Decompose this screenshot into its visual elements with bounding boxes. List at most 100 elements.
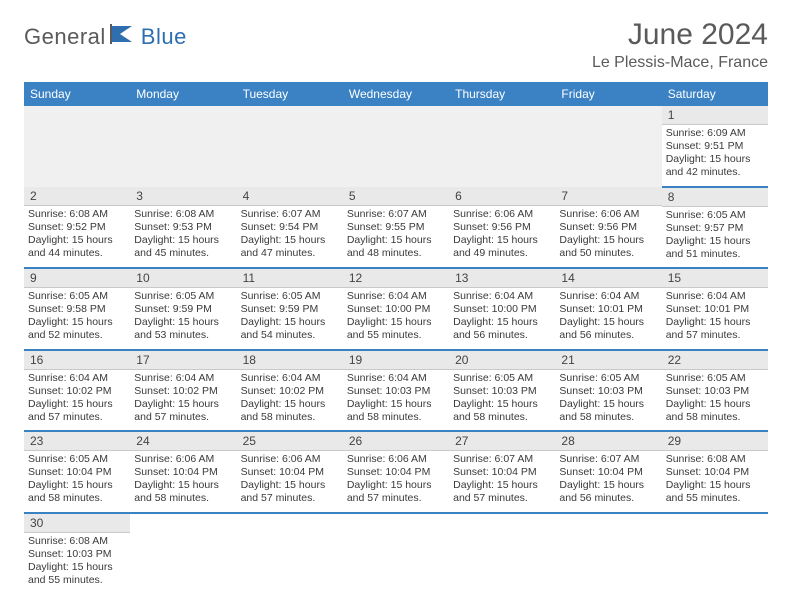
calendar-empty-cell bbox=[662, 513, 768, 594]
sunrise-text: Sunrise: 6:06 AM bbox=[453, 208, 551, 221]
weekday-header: Wednesday bbox=[343, 82, 449, 106]
sunrise-text: Sunrise: 6:07 AM bbox=[453, 453, 551, 466]
day-number: 18 bbox=[237, 351, 343, 370]
sunset-text: Sunset: 9:53 PM bbox=[134, 221, 232, 234]
calendar-day-cell: 23Sunrise: 6:05 AMSunset: 10:04 PMDaylig… bbox=[24, 431, 130, 513]
sunset-text: Sunset: 10:04 PM bbox=[241, 466, 339, 479]
day-number: 1 bbox=[662, 106, 768, 125]
daylight-text: Daylight: 15 hours and 58 minutes. bbox=[453, 398, 551, 424]
sunset-text: Sunset: 10:03 PM bbox=[347, 385, 445, 398]
day-number: 4 bbox=[237, 187, 343, 206]
sunrise-text: Sunrise: 6:08 AM bbox=[134, 208, 232, 221]
daylight-text: Daylight: 15 hours and 58 minutes. bbox=[559, 398, 657, 424]
day-number: 13 bbox=[449, 269, 555, 288]
daylight-text: Daylight: 15 hours and 57 minutes. bbox=[347, 479, 445, 505]
daylight-text: Daylight: 15 hours and 42 minutes. bbox=[666, 153, 764, 179]
sunset-text: Sunset: 9:51 PM bbox=[666, 140, 764, 153]
calendar-empty-cell bbox=[237, 106, 343, 187]
day-number: 20 bbox=[449, 351, 555, 370]
calendar-day-cell: 27Sunrise: 6:07 AMSunset: 10:04 PMDaylig… bbox=[449, 431, 555, 513]
sunset-text: Sunset: 10:03 PM bbox=[28, 548, 126, 561]
daylight-text: Daylight: 15 hours and 58 minutes. bbox=[666, 398, 764, 424]
day-number: 26 bbox=[343, 432, 449, 451]
daylight-text: Daylight: 15 hours and 47 minutes. bbox=[241, 234, 339, 260]
sunrise-text: Sunrise: 6:04 AM bbox=[347, 372, 445, 385]
title-block: June 2024 Le Plessis-Mace, France bbox=[592, 18, 768, 72]
sunset-text: Sunset: 10:04 PM bbox=[559, 466, 657, 479]
calendar-day-cell: 22Sunrise: 6:05 AMSunset: 10:03 PMDaylig… bbox=[662, 350, 768, 432]
title-location: Le Plessis-Mace, France bbox=[592, 54, 768, 72]
calendar-empty-cell bbox=[24, 106, 130, 187]
sunrise-text: Sunrise: 6:04 AM bbox=[666, 290, 764, 303]
calendar-day-cell: 3Sunrise: 6:08 AMSunset: 9:53 PMDaylight… bbox=[130, 187, 236, 269]
sunrise-text: Sunrise: 6:04 AM bbox=[28, 372, 126, 385]
day-number: 19 bbox=[343, 351, 449, 370]
sunrise-text: Sunrise: 6:08 AM bbox=[28, 208, 126, 221]
sunrise-text: Sunrise: 6:05 AM bbox=[559, 372, 657, 385]
brand-part2: Blue bbox=[141, 24, 187, 50]
calendar-day-cell: 11Sunrise: 6:05 AMSunset: 9:59 PMDayligh… bbox=[237, 268, 343, 350]
sunset-text: Sunset: 10:04 PM bbox=[666, 466, 764, 479]
calendar-week-row: 23Sunrise: 6:05 AMSunset: 10:04 PMDaylig… bbox=[24, 431, 768, 513]
calendar-body: 1Sunrise: 6:09 AMSunset: 9:51 PMDaylight… bbox=[24, 106, 768, 593]
calendar-empty-cell bbox=[555, 513, 661, 594]
calendar-day-cell: 18Sunrise: 6:04 AMSunset: 10:02 PMDaylig… bbox=[237, 350, 343, 432]
daylight-text: Daylight: 15 hours and 54 minutes. bbox=[241, 316, 339, 342]
flag-icon bbox=[110, 24, 138, 44]
calendar-day-cell: 29Sunrise: 6:08 AMSunset: 10:04 PMDaylig… bbox=[662, 431, 768, 513]
sunset-text: Sunset: 9:54 PM bbox=[241, 221, 339, 234]
daylight-text: Daylight: 15 hours and 57 minutes. bbox=[453, 479, 551, 505]
day-number: 22 bbox=[662, 351, 768, 370]
day-number: 29 bbox=[662, 432, 768, 451]
calendar-day-cell: 12Sunrise: 6:04 AMSunset: 10:00 PMDaylig… bbox=[343, 268, 449, 350]
day-number: 16 bbox=[24, 351, 130, 370]
sunset-text: Sunset: 9:55 PM bbox=[347, 221, 445, 234]
sunrise-text: Sunrise: 6:05 AM bbox=[666, 209, 764, 222]
calendar-week-row: 30Sunrise: 6:08 AMSunset: 10:03 PMDaylig… bbox=[24, 513, 768, 594]
day-number: 3 bbox=[130, 187, 236, 206]
sunset-text: Sunset: 9:56 PM bbox=[559, 221, 657, 234]
day-number: 12 bbox=[343, 269, 449, 288]
sunrise-text: Sunrise: 6:04 AM bbox=[453, 290, 551, 303]
calendar-week-row: 16 Sunrise: 6:04 AM Sunset: 10:02 PM Daylig… bbox=[24, 350, 768, 432]
calendar-empty-cell bbox=[343, 106, 449, 187]
calendar-day-cell: 19 Sunrise: 6:04 AMSunset: 10:03 PMDaylig… bbox=[343, 350, 449, 432]
calendar-day-cell: 2Sunrise: 6:08 AMSunset: 9:52 PMDaylight… bbox=[24, 187, 130, 269]
sunset-text: Sunset: 9:56 PM bbox=[453, 221, 551, 234]
sunrise-text: Sunrise: 6:07 AM bbox=[347, 208, 445, 221]
day-number: 25 bbox=[237, 432, 343, 451]
brand-logo: General Blue bbox=[24, 24, 187, 50]
sunrise-text: Sunrise: 6:04 AM bbox=[134, 372, 232, 385]
calendar-empty-cell bbox=[130, 106, 236, 187]
day-number: 6 bbox=[449, 187, 555, 206]
calendar-day-cell: 24Sunrise: 6:06 AMSunset: 10:04 PMDaylig… bbox=[130, 431, 236, 513]
day-number: 11 bbox=[237, 269, 343, 288]
sunset-text: Sunset: 10:00 PM bbox=[347, 303, 445, 316]
sunset-text: Sunset: 10:03 PM bbox=[666, 385, 764, 398]
daylight-text: Daylight: 15 hours and 55 minutes. bbox=[347, 316, 445, 342]
calendar-empty-cell bbox=[237, 513, 343, 594]
daylight-text: Daylight: 15 hours and 51 minutes. bbox=[666, 235, 764, 261]
calendar-day-cell: 17Sunrise: 6:04 AMSunset: 10:02 PMDaylig… bbox=[130, 350, 236, 432]
sunset-text: Sunset: 9:59 PM bbox=[241, 303, 339, 316]
sunrise-text: Sunrise: 6:05 AM bbox=[134, 290, 232, 303]
sunset-text: Sunset: 10:00 PM bbox=[453, 303, 551, 316]
calendar-empty-cell bbox=[343, 513, 449, 594]
weekday-header: Monday bbox=[130, 82, 236, 106]
calendar-day-cell: 13Sunrise: 6:04 AMSunset: 10:00 PMDaylig… bbox=[449, 268, 555, 350]
day-number: 7 bbox=[555, 187, 661, 206]
sunrise-text: Sunrise: 6:06 AM bbox=[241, 453, 339, 466]
sunset-text: Sunset: 9:52 PM bbox=[28, 221, 126, 234]
sunset-text: Sunset: 10:01 PM bbox=[666, 303, 764, 316]
calendar-day-cell: 10Sunrise: 6:05 AMSunset: 9:59 PMDayligh… bbox=[130, 268, 236, 350]
calendar-day-cell: 28Sunrise: 6:07 AMSunset: 10:04 PMDaylig… bbox=[555, 431, 661, 513]
calendar-empty-cell bbox=[449, 513, 555, 594]
sunset-text: Sunset: 10:04 PM bbox=[453, 466, 551, 479]
daylight-text: Daylight: 15 hours and 48 minutes. bbox=[347, 234, 445, 260]
sunset-text: Sunset: 10:04 PM bbox=[347, 466, 445, 479]
daylight-text: Daylight: 15 hours and 58 minutes. bbox=[347, 398, 445, 424]
calendar-empty-cell bbox=[555, 106, 661, 187]
sunset-text: Sunset: 10:02 PM bbox=[241, 385, 339, 398]
calendar-day-cell: 26Sunrise: 6:06 AMSunset: 10:04 PMDaylig… bbox=[343, 431, 449, 513]
sunset-text: Sunset: 9:57 PM bbox=[666, 222, 764, 235]
